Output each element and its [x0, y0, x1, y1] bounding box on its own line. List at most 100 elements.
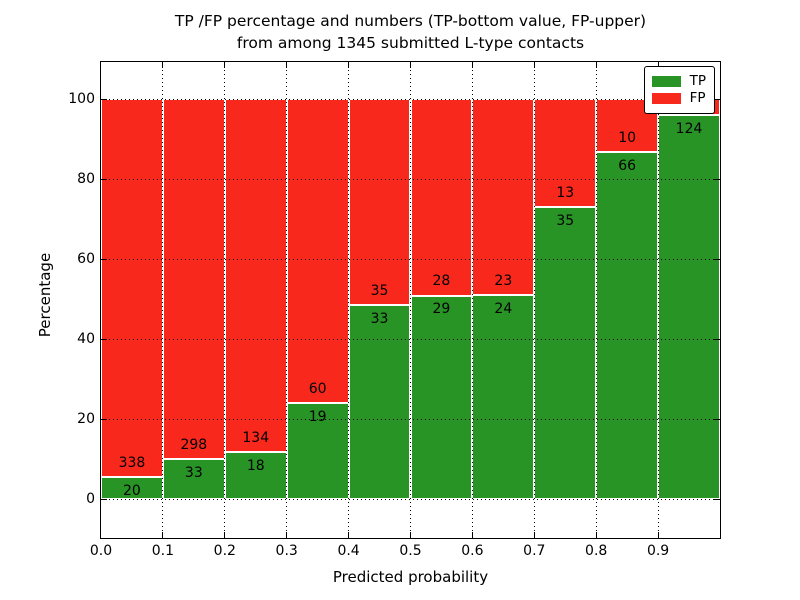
- bar-label-fp: 13: [556, 185, 575, 202]
- x-tick-mark: [286, 532, 288, 538]
- bar-column: [348, 99, 411, 499]
- bar-label-tp: 33: [184, 465, 203, 482]
- bar-label-fp: 28: [432, 273, 451, 290]
- y-tick-mark: [101, 259, 107, 260]
- horizontal-gridline: [101, 179, 720, 180]
- bar-column: [286, 99, 349, 499]
- legend-entry: TP: [651, 73, 706, 90]
- y-tick-mark: [714, 179, 720, 180]
- bar-column: [534, 99, 597, 499]
- legend-label: TP: [689, 73, 706, 89]
- vertical-gridline: [471, 62, 473, 538]
- x-tick-label: 0.6: [461, 543, 484, 559]
- bar-segment-tp: [473, 293, 534, 498]
- horizontal-gridline: [101, 259, 720, 260]
- chart-title-line2: from among 1345 submitted L-type contact…: [236, 34, 585, 52]
- bar-label-tp: 20: [123, 482, 141, 499]
- x-tick-mark: [595, 532, 597, 538]
- y-tick-mark: [101, 339, 107, 340]
- bar-label-fp: 35: [370, 282, 389, 299]
- bar-segment-tp: [597, 150, 658, 498]
- y-tick-mark: [714, 339, 720, 340]
- bar-label-fp: 23: [494, 272, 513, 289]
- vertical-gridline: [348, 62, 350, 538]
- x-tick-mark: [162, 62, 164, 68]
- x-tick-mark: [348, 62, 350, 68]
- bar-label-fp: 10: [618, 129, 637, 146]
- y-tick-label: 80: [77, 171, 95, 187]
- bar-segment-tp: [163, 458, 224, 498]
- y-tick-label: 40: [77, 331, 95, 347]
- vertical-gridline: [533, 62, 535, 538]
- x-tick-label: 0.3: [275, 543, 298, 559]
- x-tick-mark: [224, 532, 226, 538]
- x-tick-mark: [410, 62, 411, 68]
- y-tick-mark: [101, 499, 107, 500]
- y-tick-mark: [101, 419, 107, 420]
- bar-segment-fp: [411, 100, 472, 297]
- x-tick-label: 0.7: [523, 543, 546, 559]
- tp-swatch-icon: [651, 76, 681, 87]
- x-tick-label: 0.0: [89, 543, 113, 559]
- y-tick-mark: [101, 179, 107, 180]
- vertical-gridline: [657, 62, 659, 538]
- y-tick-label: 60: [77, 251, 95, 267]
- x-tick-label: 0.8: [585, 543, 608, 559]
- chart-title: TP /FP percentage and numbers (TP-bottom…: [101, 10, 720, 54]
- horizontal-gridline: [101, 99, 720, 100]
- y-tick-mark: [714, 499, 720, 500]
- bar-segment-tp: [411, 294, 472, 498]
- x-tick-mark: [657, 62, 659, 68]
- bar-segment-fp: [473, 100, 534, 296]
- bar-segment-tp: [102, 475, 162, 498]
- bar-label-tp: 35: [556, 213, 575, 230]
- x-tick-mark: [410, 532, 411, 538]
- bar-label-fp: 134: [242, 429, 270, 446]
- y-tick-label: 20: [77, 411, 95, 427]
- x-tick-label: 0.2: [213, 543, 236, 559]
- x-tick-mark: [224, 62, 226, 68]
- x-tick-label: 0.5: [399, 543, 422, 559]
- x-tick-mark: [471, 532, 473, 538]
- vertical-gridline: [162, 62, 164, 538]
- bar-column: [658, 99, 720, 499]
- bar-label-tp: 29: [432, 301, 451, 318]
- vertical-gridline: [410, 62, 411, 538]
- bar-label-tp: 18: [246, 457, 265, 474]
- x-tick-label: 0.1: [151, 543, 175, 559]
- bar-label-fp: 60: [308, 380, 327, 397]
- bar-label-tp: 33: [370, 310, 389, 327]
- x-tick-label: 0.4: [337, 543, 360, 559]
- fp-swatch-icon: [651, 93, 681, 104]
- x-tick-mark: [471, 62, 473, 68]
- legend: TP FP: [643, 66, 715, 114]
- y-tick-mark: [714, 419, 720, 420]
- legend-label: FP: [689, 90, 706, 106]
- x-tick-mark: [595, 62, 597, 68]
- x-tick-mark: [533, 62, 535, 68]
- x-axis-label: Predicted probability: [332, 568, 489, 586]
- bar-segment-tp: [225, 450, 286, 498]
- bar-label-tp: 124: [675, 120, 703, 137]
- bar-segment-tp: [535, 206, 596, 498]
- bar-segment-fp: [225, 100, 286, 453]
- y-tick-mark: [101, 99, 107, 100]
- vertical-gridline: [595, 62, 597, 538]
- vertical-gridline: [286, 62, 288, 538]
- bar-column: [101, 99, 163, 499]
- plot-area: 3382029833134186019353328292324133510665…: [100, 61, 721, 539]
- vertical-gridline: [224, 62, 226, 538]
- y-tick-label: 100: [68, 91, 95, 107]
- x-tick-label: 0.9: [646, 543, 670, 559]
- bar-segment-fp: [102, 100, 162, 478]
- bar-column: [410, 99, 473, 499]
- x-tick-mark: [162, 532, 164, 538]
- y-axis-label: Percentage: [36, 252, 54, 338]
- bar-label-fp: 338: [118, 454, 146, 471]
- bar-label-tp: 19: [308, 408, 327, 425]
- bar-segment-fp: [535, 100, 596, 209]
- bar-column: [224, 99, 287, 499]
- bar-segment-fp: [163, 100, 224, 461]
- bar-segment-fp: [287, 100, 348, 404]
